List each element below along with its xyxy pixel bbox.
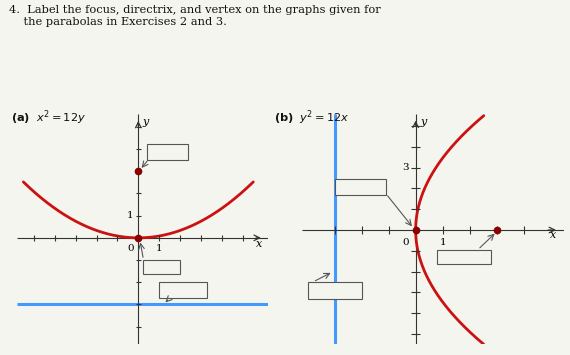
Text: 1: 1 xyxy=(439,238,446,247)
Text: x: x xyxy=(551,230,557,240)
Bar xyxy=(307,282,361,299)
Bar xyxy=(142,260,180,274)
Bar xyxy=(437,250,491,264)
Text: y: y xyxy=(421,117,427,127)
Bar xyxy=(146,143,189,160)
Text: 0: 0 xyxy=(127,244,134,253)
Text: 3: 3 xyxy=(402,163,409,172)
Text: 1: 1 xyxy=(156,244,162,253)
Text: y: y xyxy=(142,118,148,127)
Text: x: x xyxy=(256,239,263,249)
Text: $\mathbf{(b)}$  $y^2 = 12x$: $\mathbf{(b)}$ $y^2 = 12x$ xyxy=(274,108,349,127)
Text: 1: 1 xyxy=(127,211,134,220)
Text: 0: 0 xyxy=(402,238,409,247)
Bar xyxy=(335,179,386,195)
Bar xyxy=(159,282,207,298)
Text: 4.  Label the focus, directrix, and vertex on the graphs given for
    the parab: 4. Label the focus, directrix, and verte… xyxy=(9,5,380,27)
Text: $\mathbf{(a)}$  $x^2 = 12y$: $\mathbf{(a)}$ $x^2 = 12y$ xyxy=(11,108,87,127)
